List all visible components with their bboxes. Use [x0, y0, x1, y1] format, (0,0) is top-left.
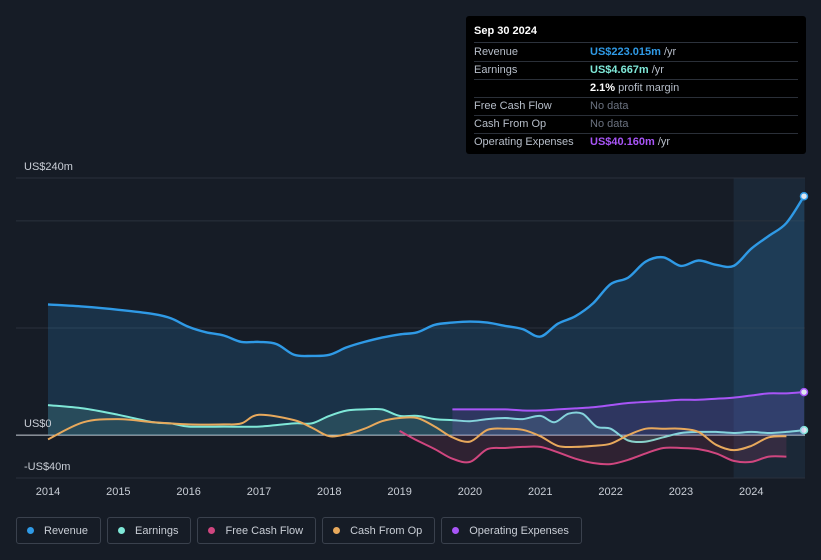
tooltip-row-value: 2.1% — [590, 82, 616, 94]
x-tick-label: 2022 — [598, 486, 622, 498]
series-layer — [47, 191, 809, 466]
series-end-point-earnings — [799, 425, 809, 435]
tooltip-row-unit: /yr — [657, 136, 671, 148]
tooltip-row-value: US$4.667m — [590, 64, 649, 76]
tooltip-row-value: US$223.015m — [590, 46, 661, 58]
series-area-earnings — [48, 405, 804, 443]
legend-dot-icon — [118, 527, 126, 534]
series-line-revenue — [47, 195, 806, 358]
x-tick-label: 2024 — [739, 486, 763, 498]
legend-label: Operating Expenses — [469, 524, 569, 537]
legend-dot-icon — [333, 527, 341, 534]
tooltip-row-label: Revenue — [474, 46, 519, 58]
x-tick-label: 2014 — [36, 486, 60, 498]
tooltip-row-label: Cash From Op — [474, 118, 547, 130]
tooltip-row: 2.1% profit margin — [474, 80, 798, 98]
y-axis-bottom-label: -US$40m — [24, 461, 70, 473]
x-tick-label: 2015 — [106, 486, 130, 498]
series-line-operating-expenses — [452, 391, 805, 412]
legend-label: Earnings — [135, 524, 179, 537]
legend-dot-icon — [452, 527, 460, 534]
x-tick-label: 2016 — [176, 486, 200, 498]
series-line-cash-from-op — [47, 413, 787, 452]
tooltip-date: Sep 30 2024 — [474, 24, 798, 43]
x-tick-label: 2018 — [317, 486, 341, 498]
legend-label: Free Cash Flow — [225, 524, 304, 537]
series-area-revenue — [48, 196, 804, 436]
legend-item-revenue[interactable]: Revenue — [16, 517, 102, 544]
tooltip-row-value: No data — [590, 118, 629, 130]
series-end-point-revenue — [799, 191, 809, 201]
y-axis-zero-label: US$0 — [24, 418, 52, 430]
legend-item-earnings[interactable]: Earnings — [107, 517, 192, 544]
tooltip-row: Cash From Op No data — [474, 116, 798, 134]
tooltip-rows: Revenue US$223.015m/yr Earnings US$4.667m/y… — [474, 44, 798, 151]
series-end-point-operating-expenses — [799, 387, 809, 397]
legend-item-free-cash-flow[interactable]: Free Cash Flow — [197, 517, 317, 544]
legend-item-operating-expenses[interactable]: Operating Expenses — [441, 517, 582, 544]
tooltip-row-label — [474, 80, 590, 97]
tooltip-row: Operating Expenses US$40.160m/yr — [474, 134, 798, 151]
legend-item-cash-from-op[interactable]: Cash From Op — [322, 517, 436, 544]
legend-label: Cash From Op — [350, 524, 423, 537]
tooltip-row-label: Earnings — [474, 64, 518, 76]
legend-dot-icon — [208, 527, 216, 534]
y-axis-top-label: US$240m — [24, 161, 73, 173]
tooltip-row-unit: /yr — [651, 64, 664, 76]
legend-label: Revenue — [44, 524, 89, 537]
tooltip-row: Revenue US$223.015m/yr — [474, 44, 798, 62]
tooltip-row-unit: profit margin — [618, 82, 680, 94]
tooltip-row-value: No data — [590, 100, 629, 112]
series-area-free-cash-flow — [399, 430, 787, 465]
x-tick-label: 2021 — [528, 486, 552, 498]
gridlines — [16, 177, 805, 479]
tooltip-row: Free Cash Flow No data — [474, 98, 798, 116]
tooltip-row-unit: /yr — [663, 46, 677, 58]
tooltip-panel: Sep 30 2024 Revenue US$223.015m/yr Earning… — [466, 16, 806, 154]
x-tick-label: 2020 — [458, 486, 482, 498]
series-area-operating-expenses — [452, 392, 804, 436]
series-line-free-cash-flow — [399, 430, 787, 466]
x-tick-label: 2017 — [247, 486, 271, 498]
tooltip-row-label: Free Cash Flow — [474, 100, 552, 112]
series-line-earnings — [47, 404, 805, 444]
legend: Revenue Earnings Free Cash Flow Cash From O… — [16, 517, 582, 545]
x-tick-label: 2019 — [387, 486, 411, 498]
tooltip-row: Earnings US$4.667m/yr — [474, 62, 798, 80]
tooltip-row-value: US$40.160m — [590, 136, 655, 148]
legend-dot-icon — [27, 527, 34, 534]
x-tick-label: 2023 — [669, 486, 693, 498]
tooltip-row-label: Operating Expenses — [474, 136, 574, 148]
x-axis: 2014 2015 2016 2017 2018 2019 2020 2021 2022 2023… — [36, 486, 764, 498]
